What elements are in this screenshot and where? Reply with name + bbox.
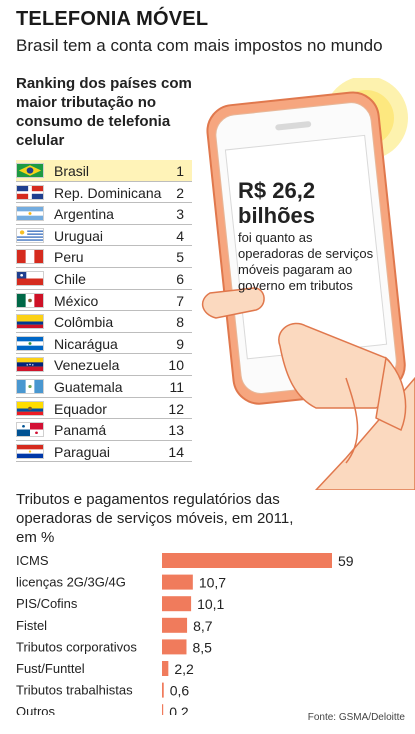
bar: [162, 682, 164, 698]
ranking-row: México 7: [16, 290, 192, 312]
colombia-flag-icon: [16, 314, 44, 330]
ranking-position: 4: [176, 227, 184, 244]
ranking-position: 7: [176, 292, 184, 309]
bar-category-label: PIS/Cofins: [16, 596, 78, 611]
nicaragua-flag-icon: [16, 335, 44, 351]
bar: [162, 596, 192, 612]
bar: [162, 617, 188, 633]
bar-value-label: 0,2: [169, 704, 189, 715]
ranking-row: Brasil 1: [16, 160, 192, 182]
ranking-country: Guatemala: [54, 378, 123, 395]
ecuador-flag-icon: [16, 400, 44, 416]
bar-value-label: 2,2: [174, 661, 194, 677]
bar-value-label: 59: [338, 553, 354, 569]
guatemala-flag-icon: [16, 378, 44, 394]
bar-category-label: licenças 2G/3G/4G: [16, 575, 126, 590]
ranking-country: Nicarágua: [54, 335, 118, 352]
bar-value-label: 10,1: [197, 596, 224, 612]
ranking-position: 8: [176, 314, 184, 331]
page-title: TELEFONIA MÓVEL: [16, 8, 209, 30]
mexico-flag-icon: [16, 292, 44, 308]
stat-value: R$ 26,2: [238, 178, 316, 203]
ranking-row: Venezuela 10: [16, 354, 192, 376]
bar-value-label: 0,6: [170, 683, 190, 699]
ranking-row: Paraguai 14: [16, 441, 192, 463]
page-subtitle: Brasil tem a conta com mais impostos no …: [16, 36, 383, 55]
chart-title: Tributos e pagamentos regulatórios das o…: [16, 491, 294, 546]
ranking-row: Uruguai 4: [16, 225, 192, 247]
dominican-republic-flag-icon: [16, 184, 44, 200]
ranking-country: Colômbia: [54, 314, 114, 331]
ranking-row: Panamá 13: [16, 419, 192, 441]
ranking-country: México: [54, 292, 99, 309]
ranking-position: 2: [176, 184, 184, 201]
ranking-country: Brasil: [54, 163, 90, 179]
bar-category-label: Fistel: [16, 618, 47, 633]
ranking-country: Equador: [54, 400, 107, 417]
bar-value-label: 8,5: [192, 639, 212, 655]
ranking-position: 3: [176, 206, 184, 223]
ranking-country: Chile: [54, 270, 86, 287]
uruguay-flag-icon: [16, 227, 44, 243]
chart-source: Fonte: GSMA/Deloitte: [307, 712, 405, 723]
bar-chart: ICMS 59 licenças 2G/3G/4G 10,7 PIS/Cofins 10,…: [16, 553, 354, 715]
bar: [162, 639, 187, 655]
bar-category-label: Tributos corporativos: [16, 639, 137, 654]
ranking-position: 6: [176, 270, 184, 287]
bar: [162, 661, 169, 676]
peru-flag-icon: [16, 249, 44, 265]
ranking-position: 12: [168, 400, 184, 417]
brazil-flag-icon: [16, 163, 44, 178]
ranking-country: Paraguai: [54, 443, 111, 460]
phone-hand-illustration: [201, 78, 415, 490]
bar-value-label: 8,7: [193, 618, 213, 634]
bar-category-label: Outros: [16, 704, 56, 715]
ranking-list: Brasil 1 Rep. Dominicana 2 Argentina 3 Uruguai…: [16, 160, 192, 463]
ranking-position: 9: [176, 335, 184, 352]
bar-category-label: ICMS: [16, 553, 49, 568]
ranking-row: Peru 5: [16, 246, 192, 268]
bar-value-label: 10,7: [199, 575, 226, 591]
ranking-position: 10: [168, 357, 184, 374]
bar-category-label: Tributos trabalhistas: [16, 683, 133, 698]
ranking-row: Chile 6: [16, 268, 192, 290]
ranking-position: 14: [168, 443, 184, 460]
bar: [162, 574, 193, 590]
ranking-row: Nicarágua 9: [16, 333, 192, 355]
chile-flag-icon: [16, 270, 44, 286]
ranking-position: 11: [169, 378, 184, 395]
ranking-position: 1: [176, 163, 184, 179]
ranking-country: Panamá: [54, 422, 107, 439]
ranking-heading: Ranking dos países com maior tributação …: [16, 75, 192, 149]
panama-flag-icon: [16, 422, 44, 438]
ranking-country: Peru: [54, 249, 84, 266]
ranking-position: 5: [176, 249, 184, 266]
ranking-row: Rep. Dominicana 2: [16, 182, 192, 204]
phone-stat: R$ 26,2 bilhões foi quanto as operadoras…: [238, 178, 378, 294]
ranking-row: Argentina 3: [16, 203, 192, 225]
ranking-position: 13: [168, 422, 184, 439]
ranking-country: Venezuela: [54, 357, 120, 374]
ranking-row: Equador 12: [16, 398, 192, 420]
venezuela-flag-icon: [16, 357, 44, 373]
paraguay-flag-icon: [16, 443, 44, 459]
ranking-country: Uruguai: [54, 227, 104, 244]
bar: [162, 553, 332, 568]
ranking-country: Argentina: [54, 206, 114, 223]
bar-category-label: Fust/Funttel: [16, 661, 85, 676]
ranking-row: Colômbia 8: [16, 311, 192, 333]
ranking-country: Rep. Dominicana: [54, 184, 162, 201]
bar: [162, 704, 164, 715]
argentina-flag-icon: [16, 206, 44, 222]
stat-unit: bilhões: [238, 203, 316, 228]
ranking-row: Guatemala 11: [16, 376, 192, 398]
stat-description: foi quanto as operadoras de serviços móv…: [238, 230, 374, 293]
